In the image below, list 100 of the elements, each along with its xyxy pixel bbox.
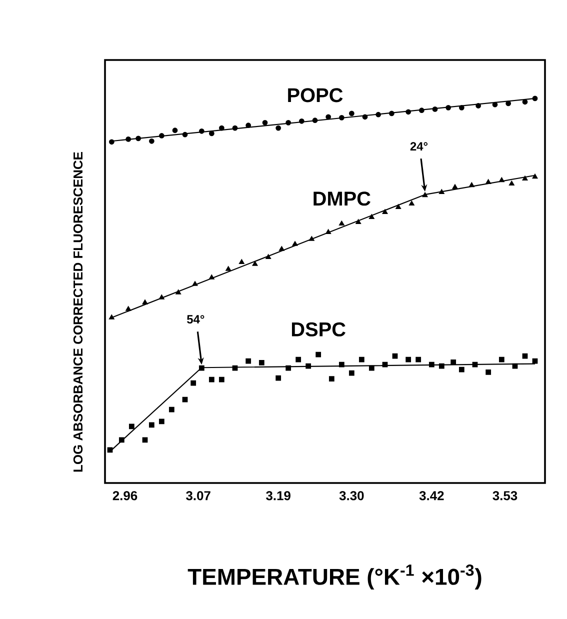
point — [232, 365, 238, 371]
point — [368, 365, 374, 371]
point — [406, 356, 412, 362]
point — [262, 120, 268, 126]
point — [438, 363, 444, 369]
point — [279, 246, 284, 251]
point — [388, 110, 394, 116]
point — [498, 356, 504, 362]
point — [172, 128, 178, 134]
annotation: 54° — [187, 315, 204, 324]
point — [298, 118, 304, 124]
point — [522, 353, 528, 359]
point — [532, 96, 538, 102]
point — [316, 352, 322, 358]
point — [232, 125, 238, 131]
annotation: 24° — [410, 142, 428, 150]
x-axis-title: TEMPERATURE (°K$^{-1}$ ×10$^{-3}$) — [188, 564, 482, 590]
point — [246, 358, 252, 364]
point — [198, 365, 204, 371]
point — [198, 128, 204, 134]
point — [182, 132, 188, 138]
point — [338, 362, 344, 368]
point — [192, 281, 198, 286]
point — [450, 360, 456, 365]
point — [226, 266, 231, 271]
point — [418, 108, 424, 114]
point — [148, 422, 154, 428]
point — [416, 356, 422, 362]
point — [522, 99, 528, 105]
point — [252, 261, 258, 266]
point — [422, 192, 428, 198]
point — [286, 365, 292, 371]
point — [458, 104, 464, 110]
point — [392, 353, 398, 359]
point — [286, 120, 292, 126]
point — [432, 106, 438, 112]
point — [208, 376, 214, 382]
x-tick-label: 3.07 — [186, 491, 210, 500]
point — [159, 294, 164, 300]
point — [158, 133, 164, 138]
y-axis-title: LOG ABSORBANCE CORRECTED FLUORESCENCE — [73, 152, 83, 472]
point — [446, 104, 452, 110]
point — [296, 356, 302, 362]
point — [108, 139, 114, 145]
point — [362, 114, 368, 120]
x-tick-label: 3.42 — [419, 491, 444, 500]
point — [176, 290, 181, 294]
point — [428, 362, 434, 368]
point — [168, 406, 174, 412]
point — [328, 376, 334, 382]
point — [190, 380, 196, 386]
point — [107, 447, 113, 453]
point — [128, 424, 134, 430]
point — [376, 112, 382, 118]
point — [136, 136, 142, 142]
point — [532, 174, 538, 179]
point — [326, 114, 332, 120]
point — [182, 396, 188, 402]
point — [382, 362, 388, 368]
point — [506, 100, 512, 106]
point — [348, 370, 354, 376]
point — [522, 176, 528, 181]
point — [276, 375, 282, 381]
point — [312, 118, 318, 124]
point — [532, 358, 538, 364]
point — [148, 138, 154, 144]
point — [348, 110, 354, 116]
point — [218, 125, 224, 131]
x-tick-label: 2.96 — [112, 491, 138, 500]
point — [472, 362, 478, 368]
point — [492, 102, 498, 108]
point — [109, 314, 114, 320]
point — [246, 122, 252, 128]
point — [258, 360, 264, 366]
point — [476, 103, 482, 108]
series-label: POPC — [288, 88, 343, 102]
point — [218, 376, 224, 382]
point — [292, 241, 298, 246]
point — [512, 363, 518, 369]
x-tick-label: 3.30 — [339, 491, 364, 500]
point — [409, 201, 414, 206]
point — [208, 130, 214, 136]
x-tick-label: 3.19 — [266, 491, 290, 500]
point — [458, 366, 464, 372]
series-label: DMPC — [314, 192, 370, 206]
point — [406, 109, 412, 115]
point — [142, 300, 148, 304]
point — [209, 274, 214, 280]
point — [158, 418, 164, 424]
point — [306, 363, 312, 369]
point — [358, 356, 364, 362]
x-tick-label: 3.53 — [492, 491, 518, 500]
point — [309, 236, 314, 241]
point — [338, 114, 344, 120]
point — [276, 125, 282, 131]
point — [118, 437, 124, 443]
point — [126, 136, 132, 142]
series-label: DSPC — [292, 322, 346, 336]
point — [126, 306, 131, 311]
point — [486, 370, 492, 375]
